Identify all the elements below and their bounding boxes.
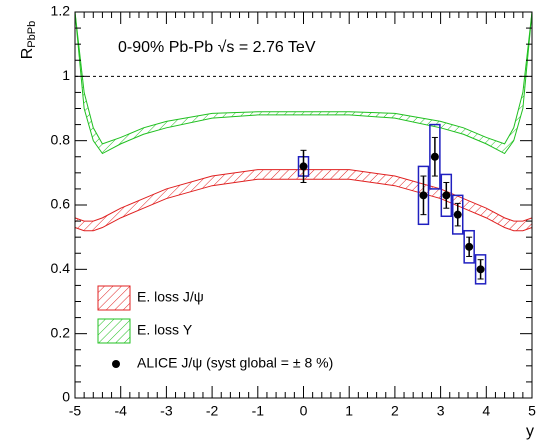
legend-marker [112,360,120,368]
y-label-main: R [19,48,36,60]
x-tick-label: -1 [252,403,265,419]
data-point [419,191,428,200]
y-tick-label: 0.8 [51,131,71,147]
legend-label: E. loss Υ [137,322,193,338]
x-tick-label: -4 [114,403,127,419]
y-label-sub: PbPb [26,21,38,48]
x-tick-label: 5 [528,403,536,419]
syst-box [474,254,487,285]
x-tick-label: 2 [391,403,399,419]
annotation: 0-90% Pb-Pb √s = 2.76 TeV [118,39,316,56]
y-tick-label: 0.4 [51,260,71,276]
legend-swatch [97,318,131,344]
data-point [299,162,308,171]
y-tick-label: 1 [62,67,70,83]
band-lower [74,11,533,155]
x-tick-label: -3 [160,403,173,419]
x-axis-label: y [526,423,534,440]
data-point [453,210,462,219]
syst-box [451,194,464,235]
legend-label: ALICE J/ψ (syst global = ± 8 %) [137,355,333,371]
x-tick-label: 1 [345,403,353,419]
y-tick-label: 0.2 [51,324,71,340]
data-point [476,265,485,274]
x-tick-label: 0 [300,403,308,419]
legend-swatch [97,285,131,311]
data-point [442,191,451,200]
data-point [430,152,439,161]
y-axis-label: RPbPb [19,21,38,59]
x-tick-label: -2 [206,403,219,419]
y-tick-label: 0 [62,389,70,405]
x-tick-label: 3 [437,403,445,419]
legend-label: E. loss J/ψ [137,289,204,305]
x-tick-label: 4 [482,403,490,419]
data-point [465,242,474,251]
syst-box [429,123,441,190]
band-area [75,12,532,154]
syst-box [440,173,453,218]
y-tick-label: 0.6 [51,196,71,212]
y-tick-label: 1.2 [51,3,71,19]
syst-box [417,165,430,226]
syst-box [463,229,475,264]
x-tick-label: -5 [69,403,82,419]
band-upper [74,11,533,145]
